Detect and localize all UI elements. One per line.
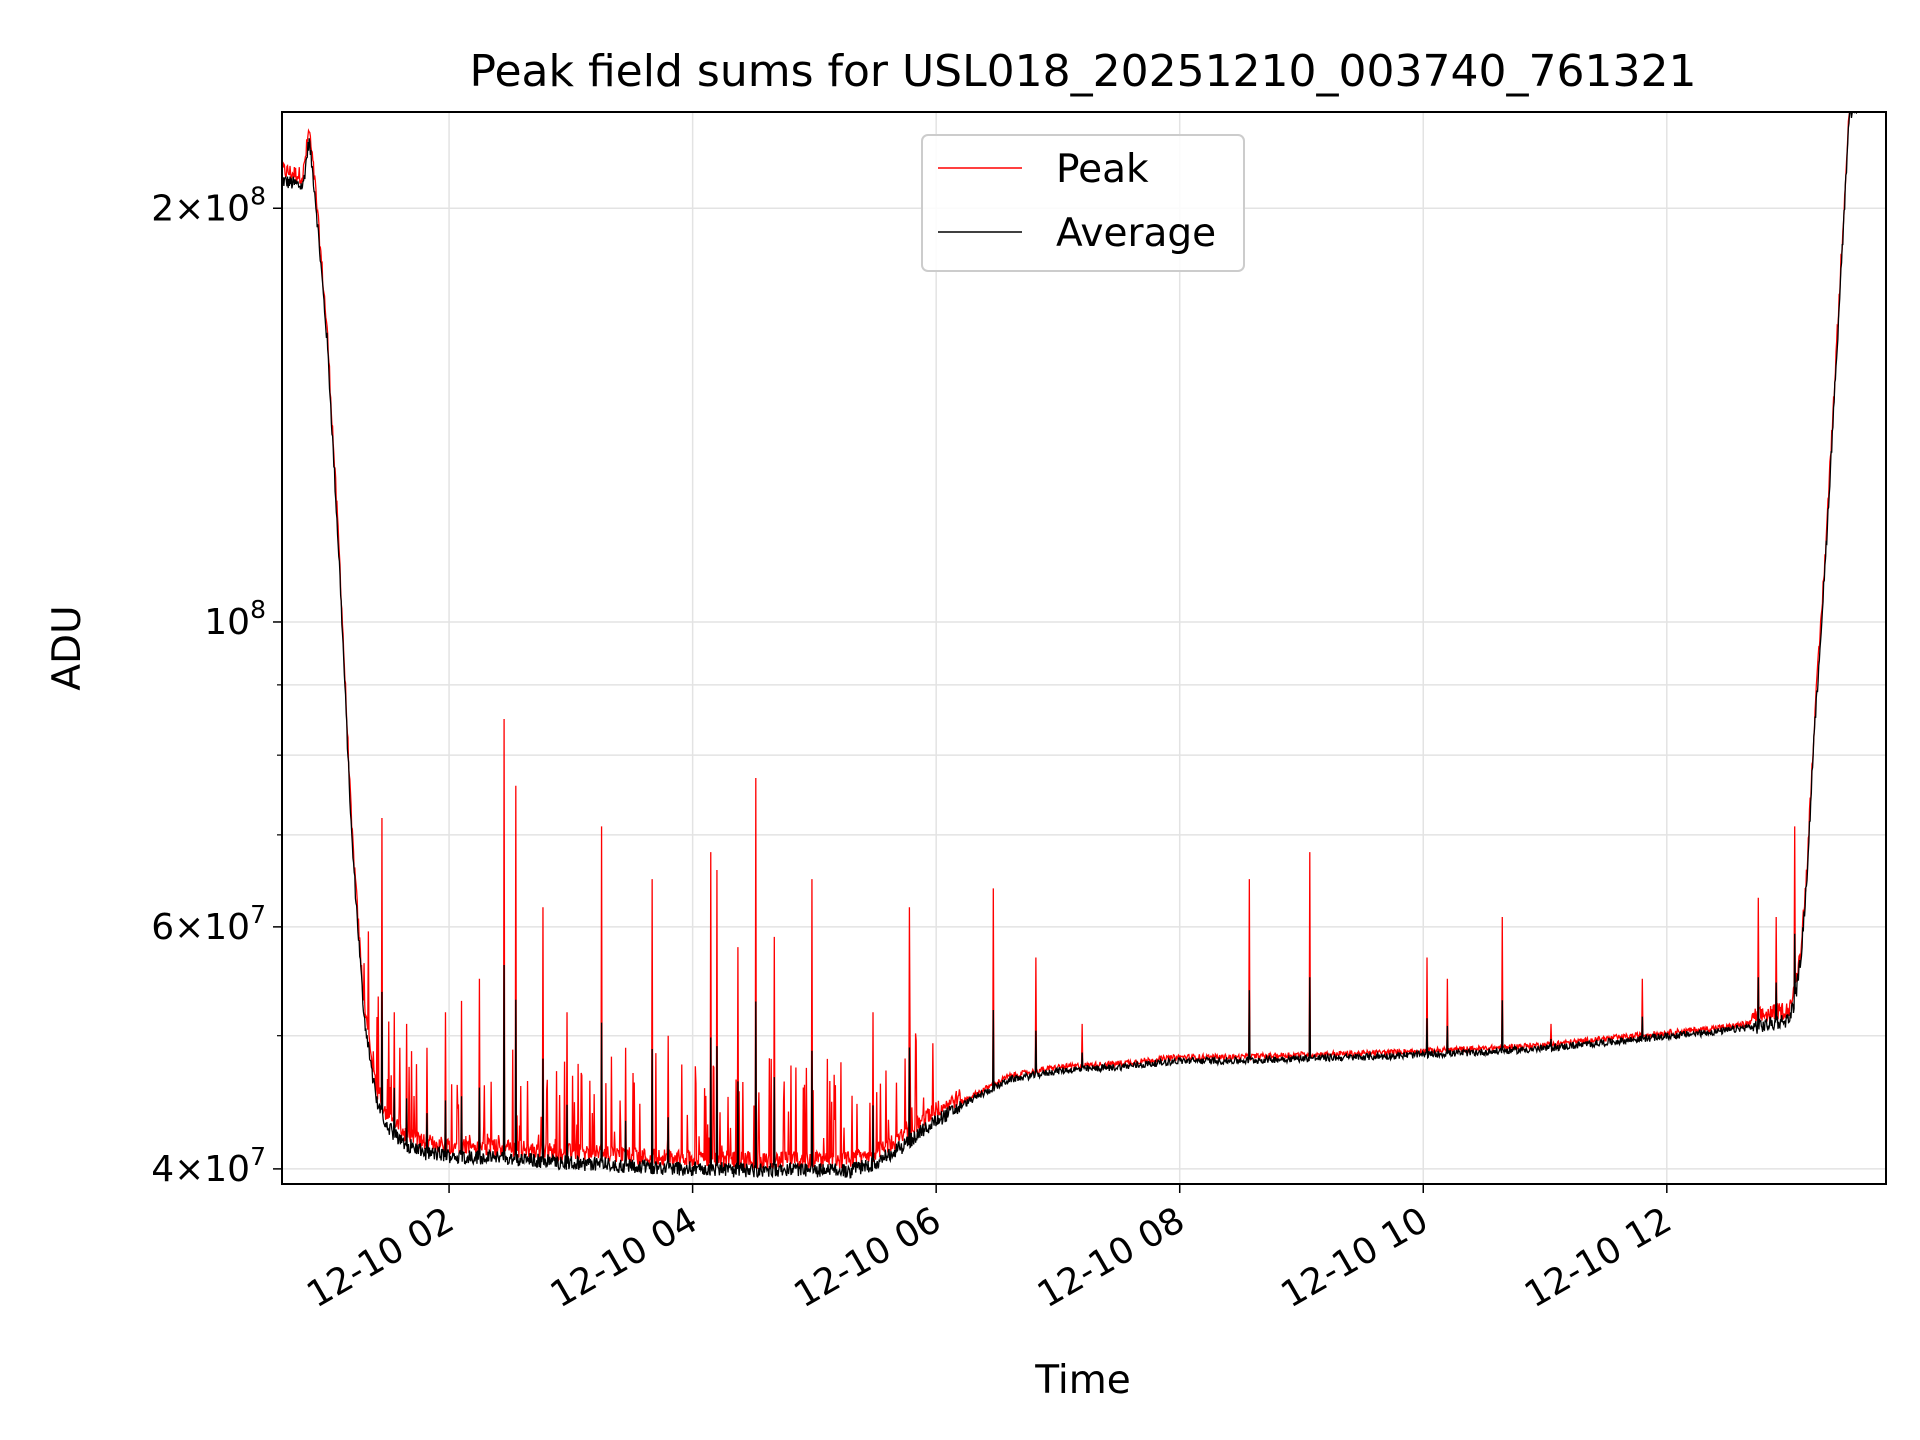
y-tick-label: 4×107 xyxy=(151,1142,266,1190)
legend-average-label: Average xyxy=(1056,211,1216,256)
y-tick-label: 108 xyxy=(204,595,266,643)
y-tick-exponent: 8 xyxy=(250,181,266,210)
plot-lines xyxy=(282,112,1886,1179)
series-average-line xyxy=(282,112,1886,1179)
x-axis-label: Time xyxy=(1034,1358,1130,1403)
plot-frame xyxy=(281,111,1887,1185)
y-tick-mantissa: 4×10 xyxy=(151,1149,250,1190)
y-tick-mantissa: 10 xyxy=(204,602,250,643)
legend-peak-label: Peak xyxy=(1056,147,1149,192)
legend: Peak Average xyxy=(921,134,1245,272)
legend-box xyxy=(921,134,1245,272)
y-axis-label: ADU xyxy=(45,605,90,690)
chart-title: Peak field sums for USL018_20251210_0037… xyxy=(470,46,1697,97)
y-tick-exponent: 7 xyxy=(250,1142,266,1171)
y-tick-mantissa: 2×10 xyxy=(151,188,250,229)
y-tick-mantissa: 6×10 xyxy=(151,907,250,948)
y-tick-label: 2×108 xyxy=(151,181,266,229)
y-tick-exponent: 7 xyxy=(250,900,266,929)
y-tick-exponent: 8 xyxy=(250,595,266,624)
y-tick-label: 6×107 xyxy=(151,900,266,948)
